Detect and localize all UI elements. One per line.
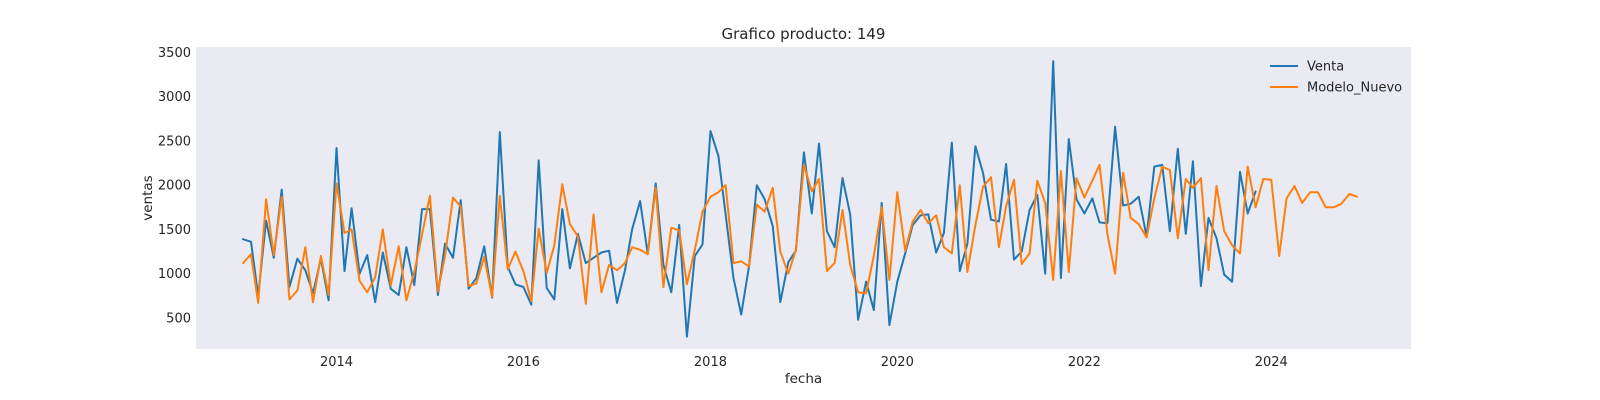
y-tick-label: 3000 — [158, 90, 191, 105]
plot-area — [196, 47, 1411, 349]
y-tick-label: 2000 — [158, 179, 191, 194]
legend-label: Venta — [1307, 60, 1344, 75]
y-axis-ticks: 500 1000 1500 2000 2500 3000 3500 — [158, 46, 191, 327]
series-line-modelo-nuevo — [242, 163, 1358, 305]
x-tick-label: 2014 — [320, 355, 353, 370]
x-axis-label: fecha — [785, 371, 822, 387]
y-axis-label: ventas — [140, 175, 156, 220]
x-tick-label: 2024 — [1255, 355, 1288, 370]
x-tick-label: 2016 — [507, 355, 540, 370]
y-tick-label: 1500 — [158, 223, 191, 238]
x-tick-label: 2018 — [694, 355, 727, 370]
series-lines — [242, 60, 1358, 338]
legend-label: Modelo_Nuevo — [1307, 81, 1402, 96]
x-axis-ticks: 2014 2016 2018 2020 2022 2024 — [320, 355, 1288, 370]
legend: Venta Modelo_Nuevo — [1270, 60, 1402, 96]
x-tick-label: 2022 — [1068, 355, 1101, 370]
x-tick-label: 2020 — [881, 355, 914, 370]
y-tick-label: 2500 — [158, 134, 191, 149]
y-tick-label: 3500 — [158, 46, 191, 61]
y-tick-label: 500 — [166, 312, 191, 327]
y-tick-label: 1000 — [158, 267, 191, 282]
chart-title: Grafico producto: 149 — [722, 25, 886, 43]
